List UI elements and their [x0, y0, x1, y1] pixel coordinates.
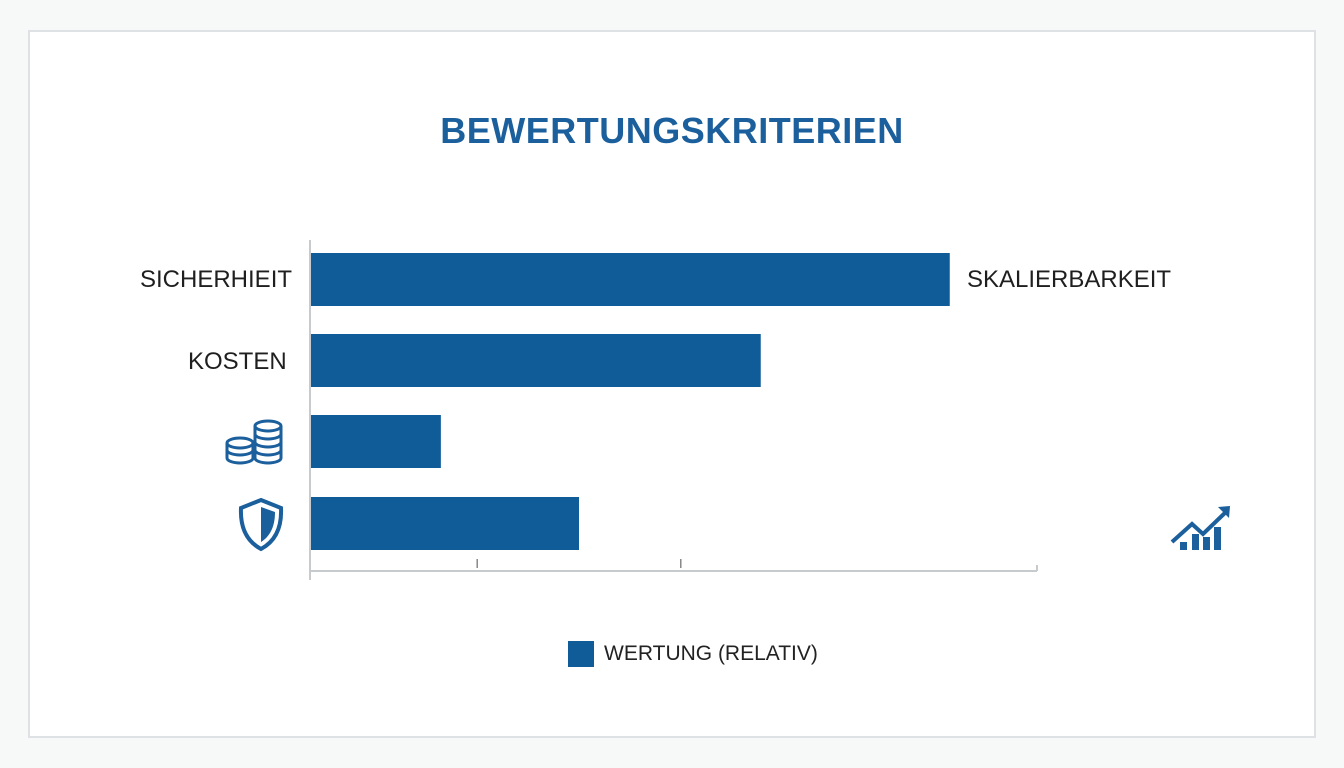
bar-1 [311, 334, 761, 387]
legend: WERTUNG (RELATIV) [568, 641, 818, 667]
coins-icon [225, 419, 283, 465]
bar-3 [311, 497, 579, 550]
legend-swatch [568, 641, 594, 667]
chart-title: BEWERTUNGSKRITERIEN [440, 110, 904, 151]
legend-label: WERTUNG (RELATIV) [604, 642, 818, 665]
growth-chart-icon [1170, 506, 1230, 550]
category-label-sicherheit: SICHERHIEIT [140, 266, 293, 293]
annotation-skalierbarkeit: SKALIERBARKEIT [967, 266, 1172, 293]
bar-2 [311, 415, 441, 468]
shield-icon [238, 497, 284, 552]
category-label-kosten: KOSTEN [188, 348, 287, 375]
bar-0 [311, 253, 950, 306]
